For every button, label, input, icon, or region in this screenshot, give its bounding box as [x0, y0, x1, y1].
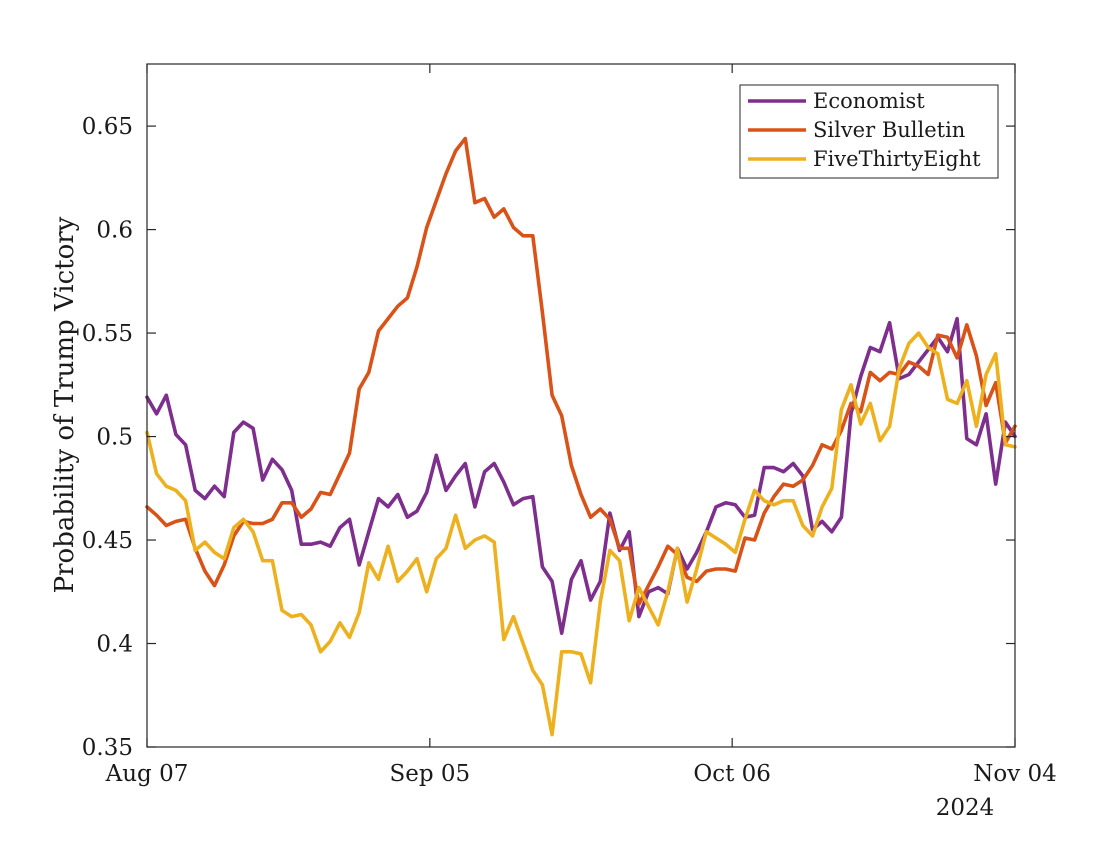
x-tick-label: Aug 07 [105, 761, 189, 787]
x-tick-label: Sep 05 [389, 761, 470, 787]
y-tick-label: 0.5 [96, 425, 133, 451]
x-axis-year-label: 2024 [936, 795, 995, 821]
series-line-silver-bulletin [145, 136, 1017, 607]
y-tick-label: 0.35 [82, 735, 133, 761]
legend-label-silver-bulletin: Silver Bulletin [813, 118, 965, 142]
y-axis-label: Probability of Trump Victory [50, 216, 80, 593]
y-tick-label: 0.45 [82, 528, 133, 554]
legend-label-fivethirtyeight: FiveThirtyEight [813, 147, 981, 171]
series-line-fivethirtyeight [145, 331, 1017, 737]
x-tick-label: Oct 06 [693, 761, 771, 787]
series-line-economist [145, 316, 1017, 636]
y-tick-label: 0.4 [96, 632, 133, 658]
legend: Economist Silver Bulletin FiveThirtyEight [739, 84, 999, 179]
x-axis: Aug 07 Sep 05 Oct 06 Nov 04 [105, 64, 1057, 787]
legend-label-economist: Economist [813, 89, 925, 113]
y-axis: 0.35 0.4 0.45 0.5 0.55 0.6 0.65 [82, 114, 1015, 761]
plot-frame [146, 63, 1016, 748]
y-tick-label: 0.6 [96, 218, 133, 244]
series-lines [145, 136, 1017, 737]
y-tick-label: 0.65 [82, 114, 133, 140]
x-tick-label: Nov 04 [973, 761, 1057, 787]
y-tick-label: 0.55 [82, 321, 133, 347]
